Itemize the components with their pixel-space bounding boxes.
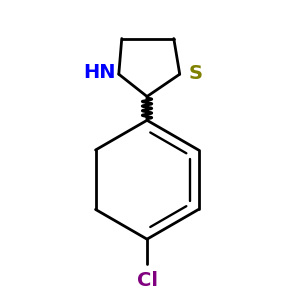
Text: Cl: Cl [136,271,158,290]
Text: S: S [189,64,203,83]
Text: HN: HN [83,63,116,82]
